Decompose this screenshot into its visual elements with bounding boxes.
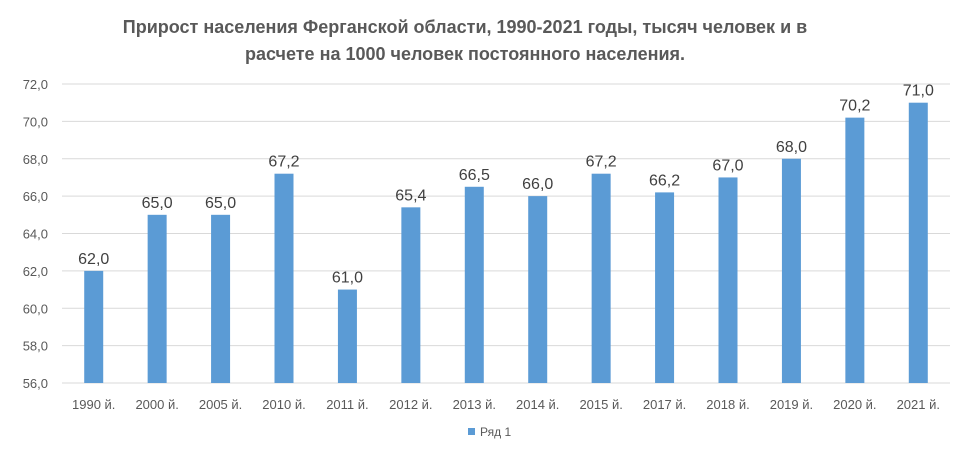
y-tick-label: 60,0 — [23, 301, 48, 316]
x-tick-label: 2018 й. — [706, 397, 749, 412]
x-tick-label: 2014 й. — [516, 397, 559, 412]
data-label: 71,0 — [903, 83, 934, 100]
x-tick-label: 2000 й. — [135, 397, 178, 412]
data-label: 65,0 — [142, 195, 173, 212]
data-label: 67,2 — [268, 154, 299, 171]
bar — [401, 207, 421, 383]
y-tick-label: 66,0 — [23, 189, 48, 204]
data-label: 66,0 — [522, 176, 553, 193]
bar — [464, 186, 484, 383]
chart-title-line-1: Прирост населения Ферганской области, 19… — [122, 17, 808, 37]
bar — [655, 192, 675, 383]
data-label: 67,0 — [712, 157, 743, 174]
y-tick-label: 56,0 — [23, 376, 48, 391]
chart-title: Прирост населения Ферганской области, 19… — [0, 14, 930, 68]
data-labels: 62,0 65,0 65,0 67,2 61,0 65,4 66,5 66,0 67,2 66,2… — [78, 83, 934, 287]
bar — [84, 270, 104, 383]
x-axis-ticks: 1990 й. 2000 й. 2005 й. 2010 й. 2011 й. 2012 … — [72, 397, 940, 412]
data-label: 66,2 — [649, 172, 680, 189]
y-tick-label: 64,0 — [23, 227, 48, 242]
x-tick-label: 2019 й. — [770, 397, 813, 412]
data-label: 66,5 — [459, 167, 490, 184]
bar — [845, 117, 865, 383]
data-label: 61,0 — [332, 270, 363, 287]
x-tick-label: 1990 й. — [72, 397, 115, 412]
data-label: 67,2 — [586, 154, 617, 171]
x-tick-label: 2010 й. — [262, 397, 305, 412]
bar — [211, 214, 231, 383]
y-tick-label: 68,0 — [23, 152, 48, 167]
x-tick-label: 2011 й. — [326, 397, 368, 412]
y-tick-label: 58,0 — [23, 339, 48, 354]
data-label: 65,0 — [205, 195, 236, 212]
legend: Ряд 1 — [468, 425, 511, 439]
y-tick-label: 70,0 — [23, 114, 48, 129]
bar — [274, 173, 294, 383]
x-tick-label: 2020 й. — [833, 397, 876, 412]
chart-title-line-2: расчете на 1000 человек постоянного насе… — [244, 44, 686, 64]
bar — [718, 177, 738, 383]
x-tick-label: 2012 й. — [389, 397, 432, 412]
data-label: 62,0 — [78, 251, 109, 268]
data-label: 68,0 — [776, 139, 807, 156]
x-tick-label: 2021 й. — [897, 397, 940, 412]
data-label: 70,2 — [839, 98, 870, 115]
x-tick-label: 2015 й. — [579, 397, 622, 412]
gridlines — [62, 83, 950, 384]
y-axis-ticks: 56,0 58,0 60,0 62,0 64,0 66,0 68,0 70,0 72,0 — [23, 77, 48, 391]
bar — [337, 289, 357, 383]
bar — [781, 158, 801, 383]
x-tick-label: 2017 й. — [643, 397, 686, 412]
legend-label: Ряд 1 — [480, 425, 511, 439]
legend-swatch — [468, 428, 475, 435]
x-tick-label: 2013 й. — [453, 397, 496, 412]
data-label: 65,4 — [395, 187, 426, 204]
bar — [528, 196, 548, 383]
bars — [84, 102, 928, 383]
y-tick-label: 62,0 — [23, 264, 48, 279]
x-tick-label: 2005 й. — [199, 397, 242, 412]
y-tick-label: 72,0 — [23, 77, 48, 92]
bar — [908, 102, 928, 383]
bar — [147, 214, 167, 383]
bar — [591, 173, 611, 383]
